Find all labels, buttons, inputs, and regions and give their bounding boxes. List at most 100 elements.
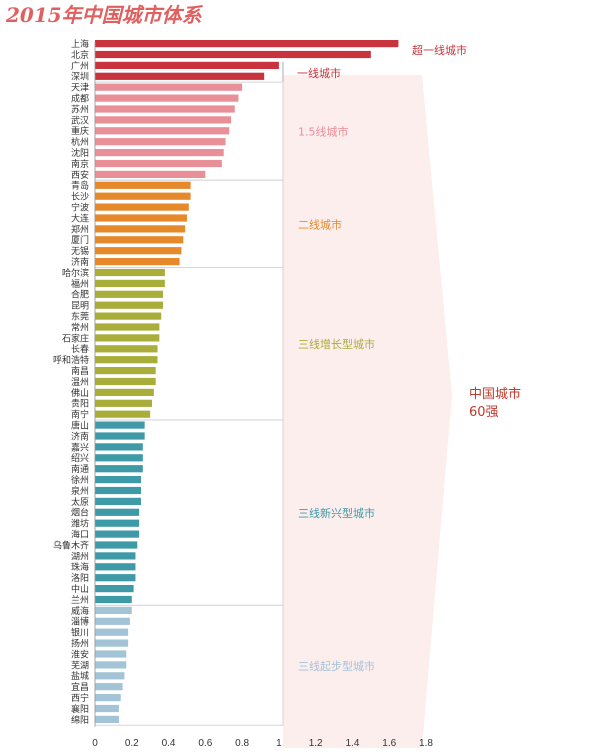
bar-5 [95,94,239,102]
city-label: 烟台 [71,507,89,519]
tier-label-1: 一线城市 [297,66,341,80]
bar-26 [95,323,160,331]
city-label: 乌鲁木齐 [53,539,89,551]
city-label: 济南 [71,256,89,268]
total-label-line2: 60强 [469,405,499,420]
city-label: 嘉兴 [71,441,89,453]
bar-49 [95,574,136,582]
x-tick-label: 1.4 [345,738,359,749]
city-label: 佛山 [71,387,89,399]
tier-label-6: 三线起步型城市 [298,659,375,673]
city-label: 淄博 [71,616,89,628]
city-label: 重庆 [71,125,89,137]
bar-60 [95,694,121,702]
bar-16 [95,214,187,222]
city-label: 昆明 [71,301,89,312]
city-label: 郑州 [71,223,89,235]
bar-32 [95,388,154,396]
city-label: 合肥 [71,289,89,301]
x-tick-label: 1.8 [419,738,433,749]
city-label: 武汉 [71,114,89,126]
bar-17 [95,225,186,233]
city-label: 哈尔滨 [62,267,89,279]
bar-1 [95,50,371,59]
bar-30 [95,367,156,375]
bar-29 [95,356,158,364]
city-label: 温州 [71,377,89,388]
bar-38 [95,454,143,462]
bar-53 [95,617,130,625]
x-axis: 0 0.2 0.4 0.6 0.8 1 1.2 1.4 1.6 1.8 [92,42,433,749]
bar-59 [95,683,123,691]
city-label: 中山 [71,583,89,595]
bar-43 [95,508,140,516]
bar-0 [95,40,399,48]
bar-11 [95,159,222,168]
bar-13 [95,181,191,189]
x-tick-label: 1.6 [382,738,396,749]
city-label: 上海 [71,38,89,50]
bar-23 [95,290,164,298]
city-label: 淮安 [71,648,89,660]
bar-9 [95,138,226,146]
city-label: 福州 [71,278,89,290]
city-label: 珠海 [71,561,89,573]
bar-20 [95,258,180,266]
city-label: 银川 [71,627,89,639]
bar-12 [95,170,206,178]
bar-4 [95,83,243,91]
bar-40 [95,476,141,484]
city-label: 广州 [71,60,89,72]
bar-33 [95,399,153,407]
city-label: 厦门 [71,234,89,246]
city-label: 太原 [71,496,89,508]
bar-19 [95,247,182,255]
bar-57 [95,661,127,669]
city-label: 南昌 [71,365,89,377]
bar-44 [95,519,140,527]
bar-10 [95,149,224,157]
city-label: 潍坊 [71,518,89,530]
bar-42 [95,497,141,505]
x-tick-label: 0 [92,738,98,749]
bar-35 [95,421,145,429]
city-label: 绵阳 [71,714,89,726]
bar-18 [95,236,184,244]
city-label: 泉州 [71,485,89,497]
bar-46 [95,541,138,549]
bar-58 [95,672,125,680]
bar-41 [95,486,141,495]
tier-label-5: 三线新兴型城市 [298,506,375,520]
city-label: 海口 [71,529,89,541]
city-label: 芜湖 [71,659,89,671]
city-label: 兰州 [71,594,89,606]
bar-50 [95,585,134,593]
bar-7 [95,116,232,124]
chart-title: 2015年中国城市体系 [5,3,204,27]
city-label: 贵阳 [71,398,89,410]
tier-bracket-background [283,75,452,748]
city-label: 青岛 [71,180,89,192]
city-label: 盐城 [71,670,89,682]
city-label: 洛阳 [71,572,89,584]
city-label: 湖州 [71,551,89,562]
bar-31 [95,377,156,386]
x-tick-label: 1.2 [309,738,323,749]
bar-8 [95,127,230,135]
bar-39 [95,465,143,473]
city-label: 北京 [71,49,89,61]
city-label: 南通 [71,463,89,475]
city-label: 唐山 [71,420,89,432]
city-label: 长沙 [71,191,89,203]
bar-52 [95,606,132,614]
x-tick-label: 1 [276,738,282,749]
city-label: 宜昌 [71,681,89,693]
city-label: 南宁 [71,409,89,421]
x-tick-label: 0.4 [162,738,176,749]
city-label: 深圳 [71,72,89,83]
tier-label-4: 三线增长型城市 [298,337,375,351]
city-label: 西宁 [71,692,89,704]
city-label: 杭州 [71,136,89,148]
x-tick-label: 0.6 [198,738,212,749]
